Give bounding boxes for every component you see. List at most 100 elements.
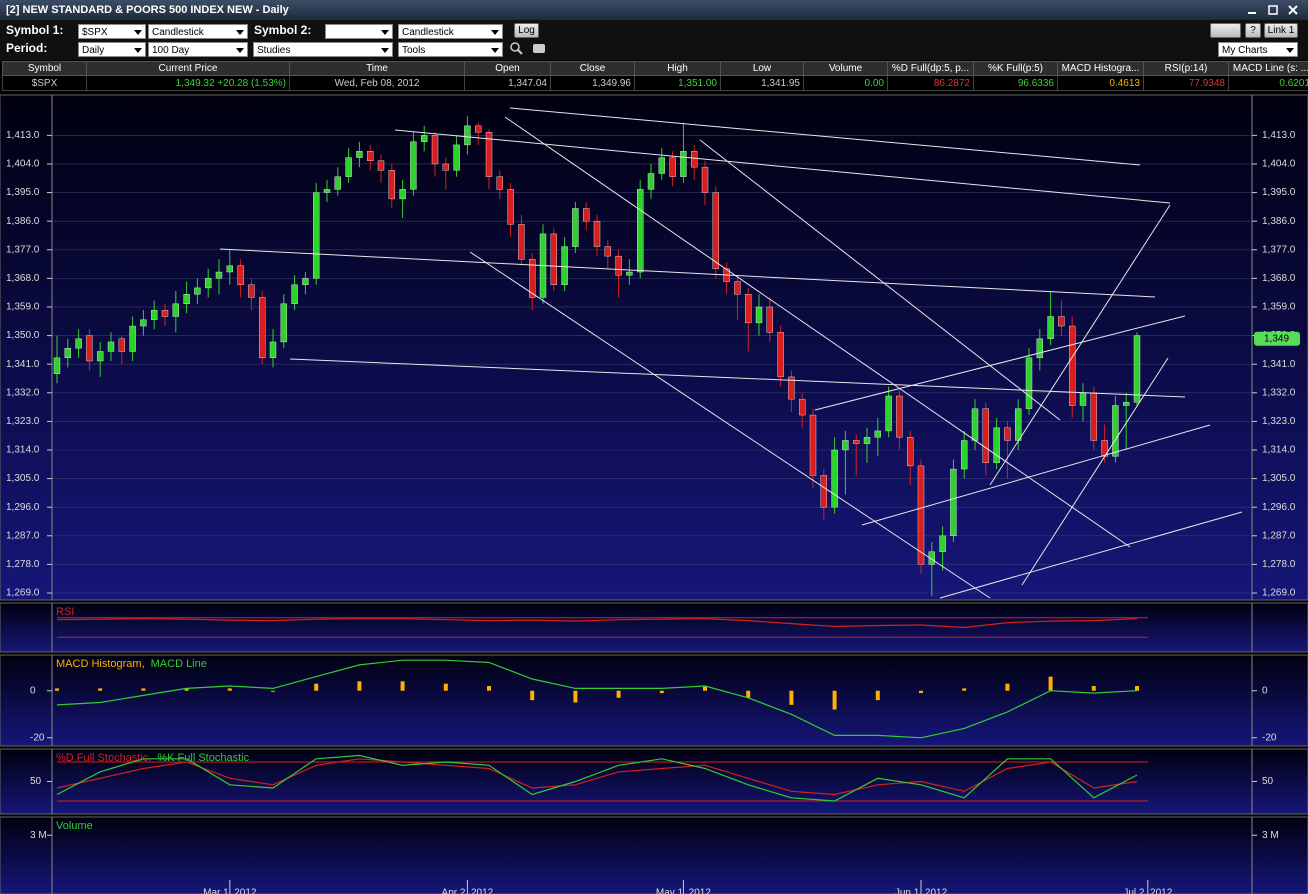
candle-body xyxy=(302,278,309,285)
candle-body xyxy=(183,294,190,305)
symbol2-input[interactable] xyxy=(325,24,393,39)
period-select[interactable]: Daily xyxy=(78,42,146,57)
y-tick-label: 1,269.0 xyxy=(6,588,40,599)
candle-body xyxy=(194,287,201,295)
candle-body xyxy=(248,284,255,298)
candle-body xyxy=(637,189,644,273)
macd-histogram-bar xyxy=(616,690,621,698)
y-tick-label: 1,287.0 xyxy=(6,530,40,541)
tools-select[interactable]: Tools xyxy=(398,42,503,57)
macd-histogram-bar xyxy=(314,683,319,691)
window-title: [2] NEW STANDARD & POORS 500 INDEX NEW -… xyxy=(6,4,289,16)
y-tick-label: 1,386.0 xyxy=(1262,216,1296,227)
y-tick-label: 1,359.0 xyxy=(6,302,40,313)
candle-body xyxy=(939,535,946,552)
quote-header: Symbol xyxy=(2,61,87,76)
candle-body xyxy=(572,208,579,247)
candle-body xyxy=(204,278,212,289)
toolbar: Symbol 1: $SPX Candlestick Symbol 2: Can… xyxy=(0,20,1308,60)
macd-line xyxy=(56,659,1138,739)
candle-body xyxy=(658,157,665,174)
candle-body xyxy=(507,189,514,225)
menu-button[interactable] xyxy=(1210,23,1241,38)
macd-histogram-bar xyxy=(573,690,578,703)
studies-select[interactable]: Studies xyxy=(253,42,393,57)
candle-body xyxy=(421,135,428,142)
macd-histogram-bar xyxy=(832,690,837,710)
y-tick-label: 1,359.0 xyxy=(1262,302,1296,313)
y-tick-label: 1,305.0 xyxy=(6,473,40,484)
quote-header: MACD Histogra... xyxy=(1057,61,1144,76)
log-button[interactable]: Log xyxy=(514,23,539,38)
candle-body xyxy=(529,259,536,298)
macd-histogram-bar xyxy=(703,686,707,691)
y-tick-label: 1,395.0 xyxy=(1262,187,1296,198)
chart-type1-select[interactable]: Candlestick xyxy=(148,24,248,39)
quote-header: High xyxy=(634,61,721,76)
symbol1-label: Symbol 1: xyxy=(6,23,64,37)
candle-body xyxy=(917,465,925,565)
macd-histogram-bar xyxy=(1005,683,1010,691)
y-tick-label: 3 M xyxy=(1262,830,1279,841)
candle-body xyxy=(96,351,104,362)
y-tick-label: 1,296.0 xyxy=(6,502,40,513)
my-charts-select[interactable]: My Charts xyxy=(1218,42,1298,57)
quote-value: 86.2872 xyxy=(887,75,974,91)
y-tick-label: 1,377.0 xyxy=(1262,244,1296,255)
candle-body xyxy=(215,271,223,279)
quote-header: Low xyxy=(720,61,804,76)
symbol1-input[interactable]: $SPX xyxy=(78,24,146,39)
y-tick-label: 1,305.0 xyxy=(1262,473,1296,484)
quote-value: 96.6336 xyxy=(973,75,1058,91)
candle-body xyxy=(150,309,158,320)
last-price-marker xyxy=(1254,331,1300,346)
candle-body xyxy=(745,294,752,324)
quote-header: Open xyxy=(464,61,551,76)
candle-body xyxy=(820,475,827,508)
candle-body xyxy=(291,284,298,305)
x-tick-label: Mar 1, 2012 xyxy=(203,888,257,894)
range-select[interactable]: 100 Day xyxy=(148,42,248,57)
macd-histogram-bar xyxy=(55,688,59,691)
y-tick-label: 1,296.0 xyxy=(1262,502,1296,513)
link-button[interactable]: Link 1 xyxy=(1264,23,1298,38)
candle-body xyxy=(712,192,719,270)
chart-type2-select[interactable]: Candlestick xyxy=(398,24,503,39)
candle-body xyxy=(647,173,655,190)
indicator-line xyxy=(56,754,1138,802)
period-label: Period: xyxy=(6,41,48,55)
quote-table: Symbol Current Price Time Open Close High Low V… xyxy=(2,61,1308,91)
y-tick-label: 50 xyxy=(1262,776,1274,787)
tool-icons[interactable] xyxy=(508,41,548,57)
y-tick-label: 1,323.0 xyxy=(1262,416,1296,427)
candle-body xyxy=(1122,402,1130,406)
window-controls[interactable] xyxy=(1232,4,1302,16)
candle-body xyxy=(1058,316,1065,327)
macd-histogram-bar xyxy=(400,681,405,691)
y-tick-label: 1,413.0 xyxy=(1262,130,1296,141)
candle-body xyxy=(691,151,698,168)
y-tick-label: 1,278.0 xyxy=(1262,559,1296,570)
candle-body xyxy=(518,224,525,260)
candle-body xyxy=(356,151,363,158)
candle-body xyxy=(1079,392,1087,406)
candle-body xyxy=(1015,408,1022,441)
candle-body xyxy=(453,144,460,171)
candle-body xyxy=(842,440,849,451)
y-tick-label: 1,269.0 xyxy=(1262,588,1296,599)
macd-histogram-bar xyxy=(227,688,232,691)
help-button[interactable]: ? xyxy=(1245,23,1261,38)
indicator-line xyxy=(56,618,1138,629)
y-tick-label: 50 xyxy=(30,776,42,787)
candle-body xyxy=(172,303,180,317)
candle-body xyxy=(280,303,287,343)
y-tick-label: 1,323.0 xyxy=(6,416,40,427)
candle-body xyxy=(496,176,503,190)
candle-body xyxy=(53,357,61,374)
y-tick-label: 1,413.0 xyxy=(6,130,40,141)
quote-value: 1,351.00 xyxy=(634,75,721,91)
quote-header: Time xyxy=(289,61,465,76)
candle-body xyxy=(680,151,687,177)
